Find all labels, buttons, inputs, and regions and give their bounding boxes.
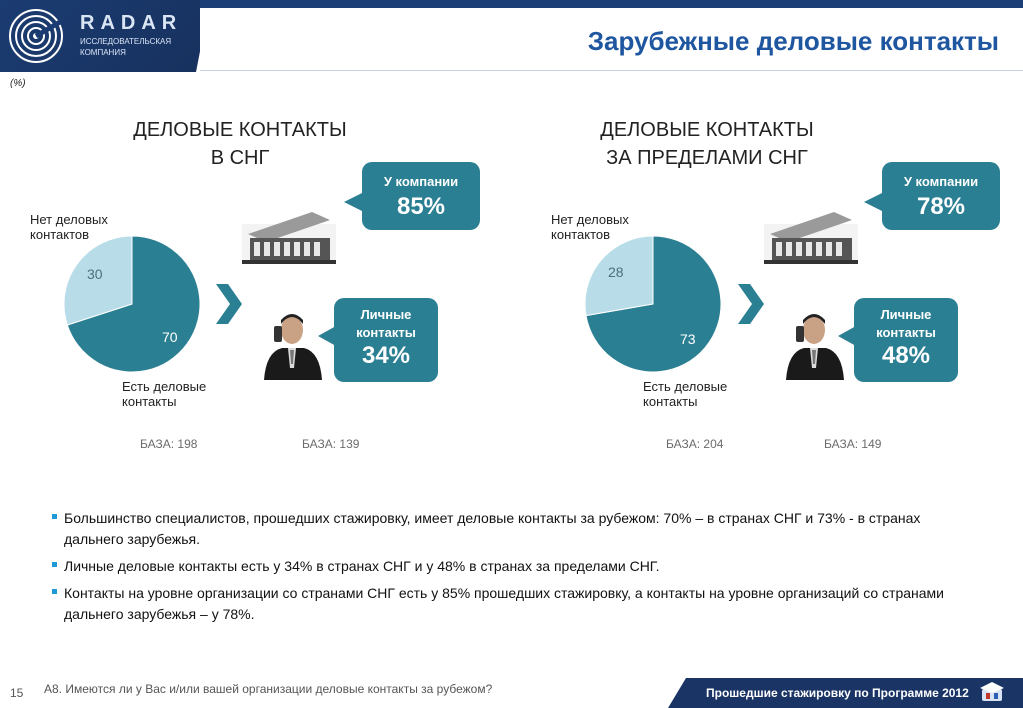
bubble-tail xyxy=(318,326,336,346)
office-building-icon xyxy=(764,212,858,264)
header-stripe xyxy=(0,0,1023,8)
pie-value-no: 28 xyxy=(608,264,624,280)
chevron-right-icon xyxy=(738,284,764,324)
personal-label-line: Личные xyxy=(880,307,932,322)
businessman-phone-icon xyxy=(782,306,846,380)
label-line: контакты xyxy=(643,394,698,409)
pie-value-yes: 73 xyxy=(680,331,696,347)
label-line: контактов xyxy=(551,227,611,242)
footer-bar xyxy=(668,678,1023,708)
base-label: БАЗА: 204 xyxy=(666,437,724,451)
bubble-tail xyxy=(864,192,884,212)
brand-subtitle: ИССЛЕДОВАТЕЛЬСКАЯ КОМПАНИЯ xyxy=(80,36,171,58)
pie-chart-cis xyxy=(63,235,201,373)
bullet-marker-icon xyxy=(52,589,57,594)
label-no-contacts: Нет деловых контактов xyxy=(551,212,629,242)
label-line: Нет деловых xyxy=(30,212,108,227)
base-label: БАЗА: 139 xyxy=(302,437,360,451)
panel-heading-line: ДЕЛОВЫЕ КОНТАКТЫ xyxy=(133,119,347,141)
brand-sub-line-1: ИССЛЕДОВАТЕЛЬСКАЯ xyxy=(80,37,172,46)
label-line: контактов xyxy=(30,227,90,242)
page-title: Зарубежные деловые контакты xyxy=(587,26,999,56)
bullet-text: Личные деловые контакты есть у 34% в стр… xyxy=(64,558,660,574)
bullet-item: Личные деловые контакты есть у 34% в стр… xyxy=(52,556,982,577)
pie-value-yes: 70 xyxy=(162,329,178,345)
unit-note: (%) xyxy=(10,78,26,89)
personal-value: 34% xyxy=(361,342,411,369)
panel-heading-line: В СНГ xyxy=(210,147,270,169)
survey-question: А8. Имеются ли у Вас и/или вашей организ… xyxy=(44,682,493,696)
personal-contacts-bubble: Личные контакты 34% xyxy=(318,298,438,382)
graduation-icon xyxy=(980,682,1004,701)
bubble-tail xyxy=(344,192,364,212)
panel-heading-line: ЗА ПРЕДЕЛАМИ СНГ xyxy=(606,147,808,169)
company-label: У компании xyxy=(383,174,459,189)
label-has-contacts: Есть деловые контакты xyxy=(643,379,727,409)
label-line: Нет деловых xyxy=(551,212,629,227)
company-label: У компании xyxy=(903,174,979,189)
bullet-item: Большинство специалистов, прошедших стаж… xyxy=(52,508,982,550)
personal-value: 48% xyxy=(881,342,931,369)
chevron-right-icon xyxy=(216,284,242,324)
base-label: БАЗА: 198 xyxy=(140,437,198,451)
brand-sub-line-2: КОМПАНИЯ xyxy=(80,48,126,57)
label-line: Есть деловые xyxy=(643,379,728,394)
bullet-marker-icon xyxy=(52,562,57,567)
personal-label-line: Личные xyxy=(360,307,412,322)
radar-logo-icon xyxy=(9,9,63,63)
personal-contacts-bubble: Личные контакты 48% xyxy=(838,298,958,382)
company-value: 85% xyxy=(396,193,446,220)
personal-label-line: контакты xyxy=(876,325,936,340)
base-label: БАЗА: 149 xyxy=(824,437,882,451)
summary-bullets: Большинство специалистов, прошедших стаж… xyxy=(52,508,982,631)
panel-heading-cis: ДЕЛОВЫЕ КОНТАКТЫ В СНГ xyxy=(110,116,370,172)
page-number: 15 xyxy=(10,686,24,700)
bullet-item: Контакты на уровне организации со страна… xyxy=(52,583,982,625)
pie-slice-no-contacts xyxy=(63,235,133,326)
bullet-text: Контакты на уровне организации со страна… xyxy=(64,585,944,622)
company-contacts-bubble: У компании 78% xyxy=(864,162,1000,230)
pie-slice-no-contacts xyxy=(584,235,654,317)
panel-heading-abroad: ДЕЛОВЫЕ КОНТАКТЫ ЗА ПРЕДЕЛАМИ СНГ xyxy=(572,116,842,172)
bullet-marker-icon xyxy=(52,514,57,519)
label-line: контакты xyxy=(122,394,177,409)
label-has-contacts: Есть деловые контакты xyxy=(122,379,206,409)
brand-name: RADAR xyxy=(80,12,183,34)
label-line: Есть деловые xyxy=(122,379,207,394)
title-divider xyxy=(200,70,1023,71)
businessman-phone-icon xyxy=(260,306,324,380)
company-value: 78% xyxy=(916,193,966,220)
pie-slice-has-contacts xyxy=(66,235,201,373)
panel-heading-line: ДЕЛОВЫЕ КОНТАКТЫ xyxy=(600,119,814,141)
pie-chart-abroad xyxy=(584,235,722,373)
label-no-contacts: Нет деловых контактов xyxy=(30,212,108,242)
bubble-tail xyxy=(838,326,856,346)
pie-value-no: 30 xyxy=(87,266,103,282)
company-contacts-bubble: У компании 85% xyxy=(344,162,480,230)
program-label: Прошедшие стажировку по Программе 2012 xyxy=(706,686,969,700)
office-building-icon xyxy=(242,212,336,264)
personal-label-line: контакты xyxy=(356,325,416,340)
bullet-text: Большинство специалистов, прошедших стаж… xyxy=(64,510,921,547)
